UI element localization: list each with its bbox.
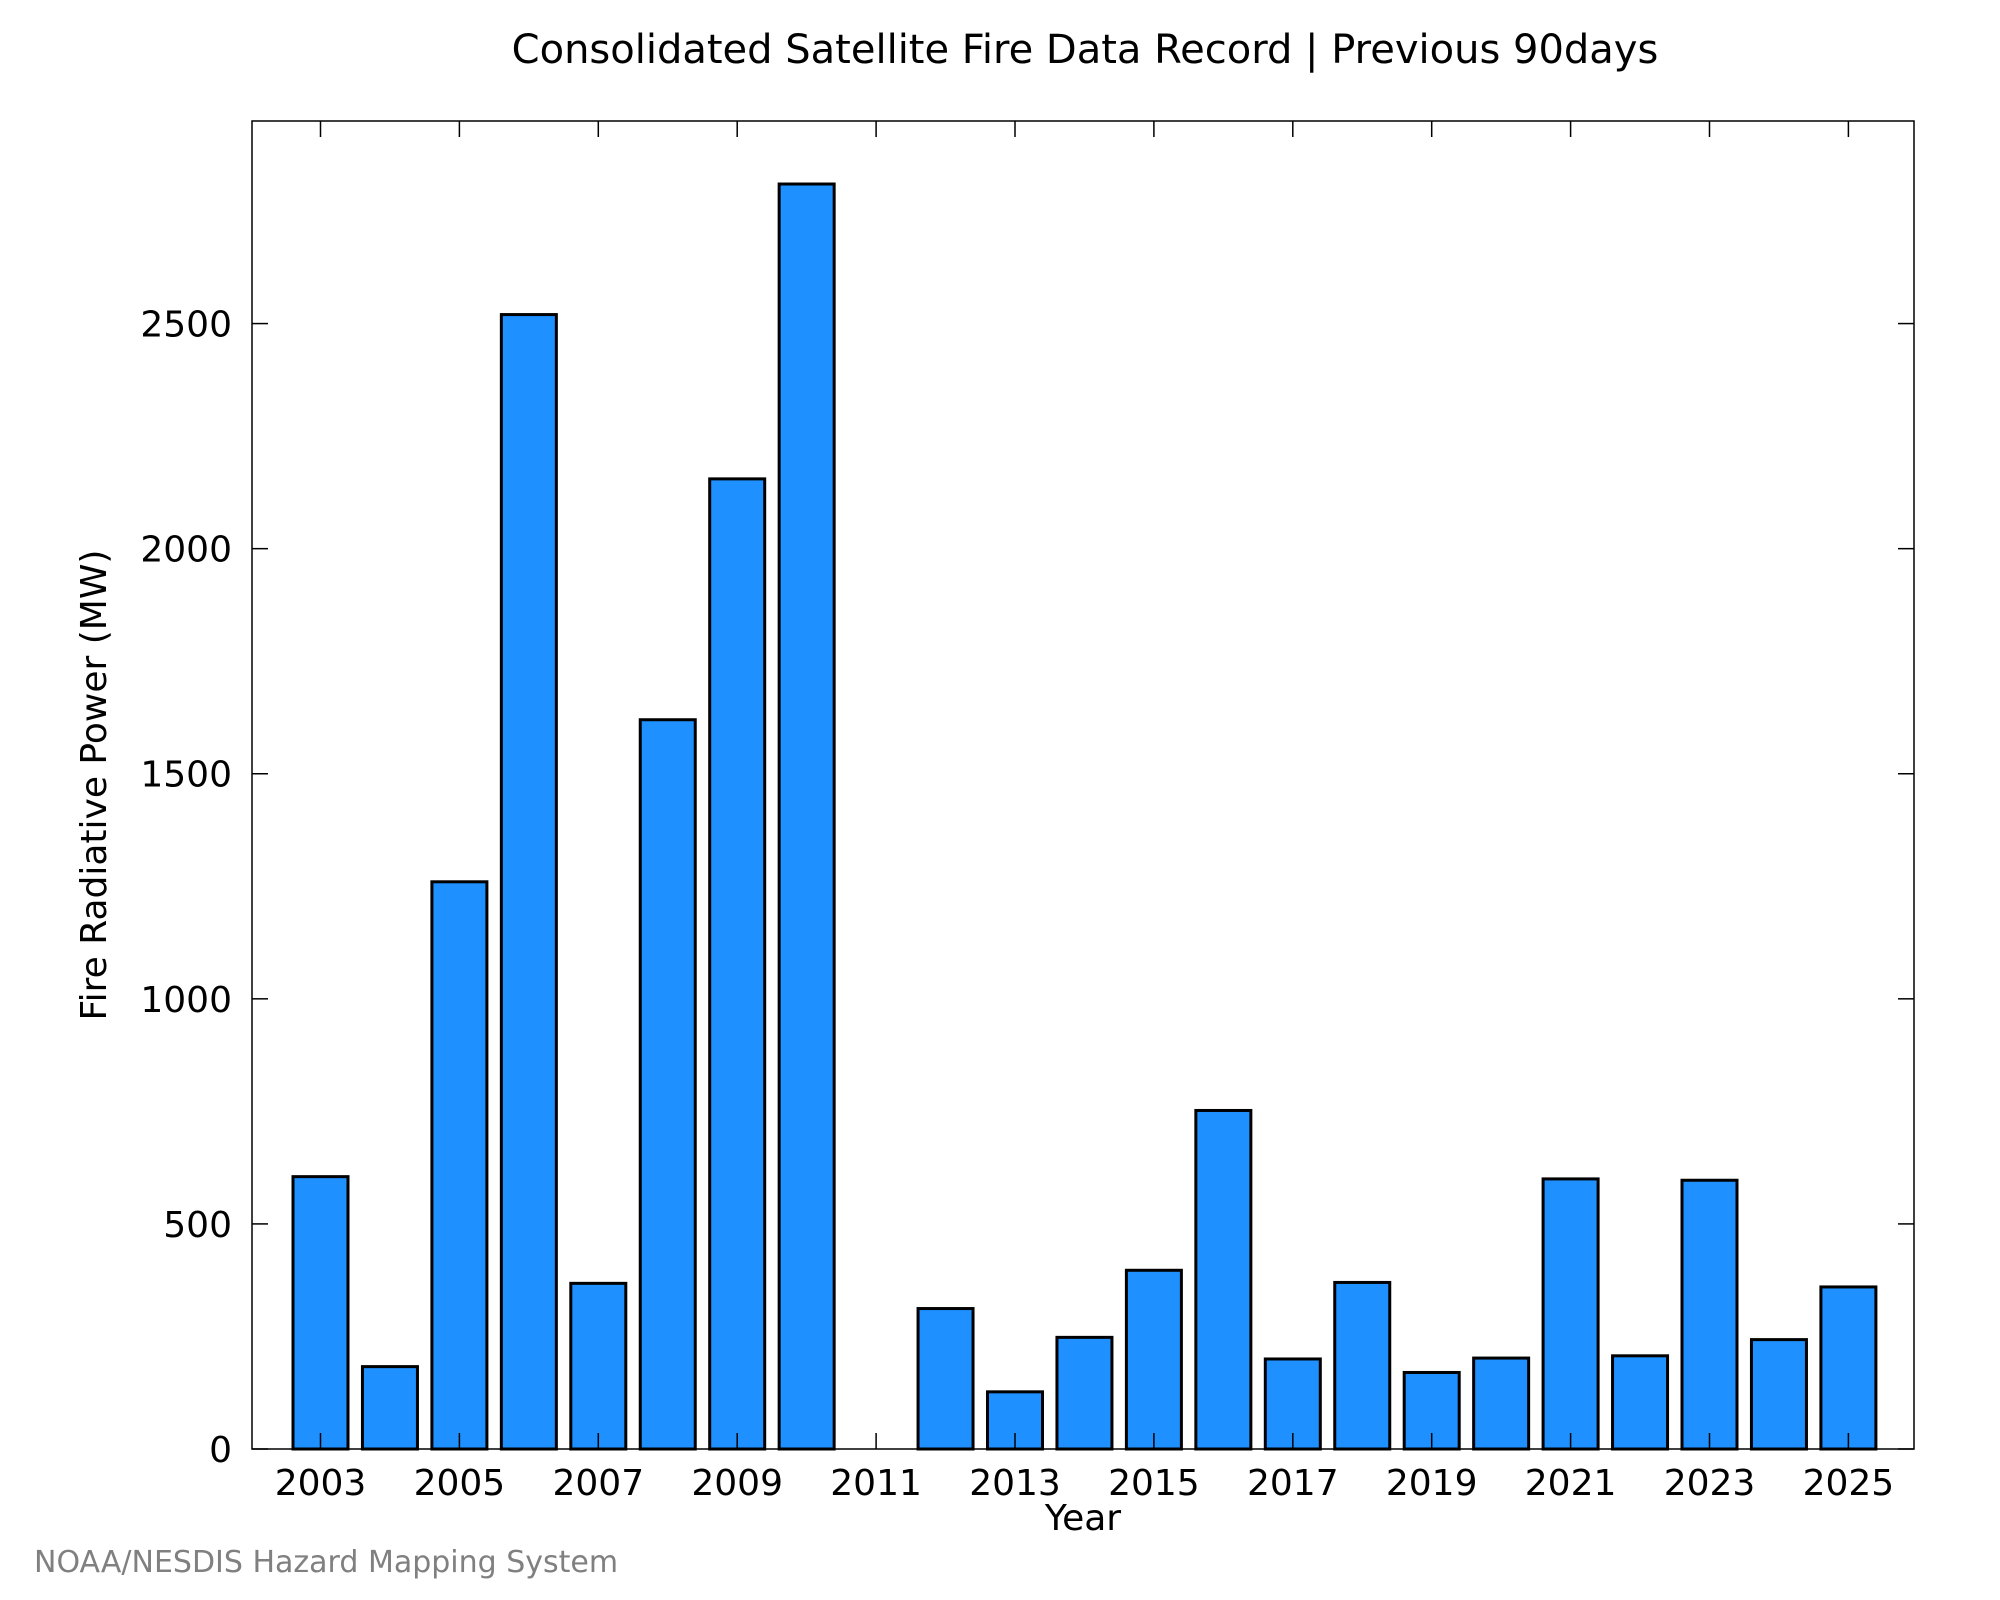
- y-axis-label: Fire Radiative Power (MW): [74, 550, 115, 1021]
- bar-2004: [360, 1365, 419, 1451]
- source-credit: NOAA/NESDIS Hazard Mapping System: [34, 1545, 618, 1580]
- x-tick-label-2023: 2023: [1664, 1463, 1756, 1504]
- bar-2014: [1055, 1335, 1114, 1451]
- y-tick-label-0: 0: [209, 1430, 232, 1471]
- x-tick-label-2007: 2007: [552, 1463, 644, 1504]
- bar-2007: [569, 1281, 628, 1451]
- bar-2018: [1333, 1280, 1392, 1451]
- bar-2009: [708, 477, 767, 1451]
- y-tick-label-1500: 1500: [140, 755, 232, 796]
- bar-2008: [638, 718, 697, 1451]
- bars-group: [291, 182, 1878, 1451]
- y-tick-labels-group: 0 500 1000 1500 2000 2500: [140, 305, 232, 1471]
- bar-2012: [916, 1307, 975, 1451]
- x-tick-label-2021: 2021: [1525, 1463, 1617, 1504]
- bar-2020: [1472, 1356, 1531, 1451]
- bar-2025: [1819, 1285, 1878, 1451]
- y-tick-label-500: 500: [163, 1205, 232, 1246]
- x-tick-label-2003: 2003: [275, 1463, 367, 1504]
- bar-2003: [291, 1175, 350, 1451]
- x-tick-label-2011: 2011: [830, 1463, 922, 1504]
- x-tick-labels-group: 2003 2005 2007 2009 2011 2013 2015 2017 2019 2021…: [275, 1463, 1895, 1504]
- bar-2016: [1194, 1108, 1253, 1451]
- x-tick-label-2005: 2005: [414, 1463, 506, 1504]
- x-tick-label-2015: 2015: [1108, 1463, 1200, 1504]
- axis-ticks-group: [252, 121, 1914, 1450]
- chart-title: Consolidated Satellite Fire Data Record …: [512, 27, 1659, 73]
- bar-2024: [1749, 1338, 1808, 1451]
- bar-2015: [1124, 1268, 1183, 1451]
- x-tick-label-2025: 2025: [1803, 1463, 1895, 1504]
- bar-2010: [777, 182, 836, 1451]
- bar-2005: [430, 880, 489, 1451]
- plot-area-frame: [251, 120, 1915, 1450]
- bar-2022: [1611, 1354, 1670, 1451]
- x-tick-label-2017: 2017: [1247, 1463, 1339, 1504]
- x-tick-label-2013: 2013: [969, 1463, 1061, 1504]
- y-tick-label-2000: 2000: [140, 530, 232, 571]
- x-tick-label-2009: 2009: [691, 1463, 783, 1504]
- y-tick-label-1000: 1000: [140, 980, 232, 1021]
- bar-2021: [1541, 1177, 1600, 1451]
- bar-2023: [1680, 1178, 1739, 1451]
- x-axis-label: Year: [1044, 1498, 1121, 1539]
- x-tick-label-2019: 2019: [1386, 1463, 1478, 1504]
- y-tick-label-2500: 2500: [140, 305, 232, 346]
- bar-2006: [499, 313, 558, 1451]
